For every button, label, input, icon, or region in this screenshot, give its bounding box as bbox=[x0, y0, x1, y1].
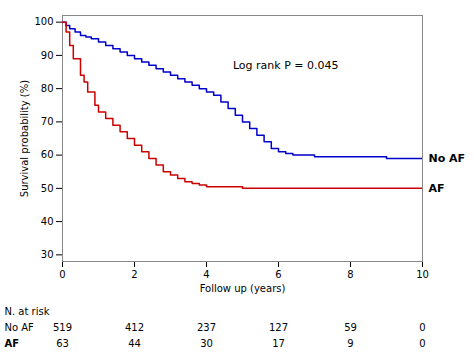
svg-text:0: 0 bbox=[419, 322, 425, 333]
svg-text:AF: AF bbox=[5, 338, 20, 349]
svg-text:90: 90 bbox=[41, 50, 54, 61]
svg-text:0: 0 bbox=[419, 338, 425, 349]
svg-text:59: 59 bbox=[344, 322, 357, 333]
svg-text:N. at risk: N. at risk bbox=[5, 306, 50, 317]
svg-text:Survival probability (%): Survival probability (%) bbox=[19, 80, 30, 197]
svg-text:Log rank P = 0.045: Log rank P = 0.045 bbox=[233, 59, 339, 72]
svg-text:6: 6 bbox=[275, 269, 281, 280]
svg-text:17: 17 bbox=[272, 338, 285, 349]
svg-text:No AF: No AF bbox=[5, 322, 35, 333]
svg-text:30: 30 bbox=[200, 338, 213, 349]
svg-text:44: 44 bbox=[128, 338, 141, 349]
svg-text:70: 70 bbox=[41, 116, 54, 127]
svg-text:412: 412 bbox=[125, 322, 144, 333]
svg-text:No AF: No AF bbox=[429, 152, 466, 165]
svg-text:60: 60 bbox=[41, 149, 54, 160]
svg-text:80: 80 bbox=[41, 83, 54, 94]
svg-text:100: 100 bbox=[34, 16, 53, 27]
svg-text:2: 2 bbox=[131, 269, 137, 280]
svg-text:40: 40 bbox=[41, 216, 54, 227]
svg-text:0: 0 bbox=[59, 269, 65, 280]
svg-text:9: 9 bbox=[347, 338, 353, 349]
svg-text:Follow up (years): Follow up (years) bbox=[200, 283, 286, 294]
svg-text:AF: AF bbox=[429, 182, 445, 195]
svg-text:30: 30 bbox=[41, 249, 54, 260]
svg-text:8: 8 bbox=[347, 269, 353, 280]
svg-text:127: 127 bbox=[269, 322, 288, 333]
svg-text:4: 4 bbox=[203, 269, 209, 280]
svg-text:10: 10 bbox=[416, 269, 429, 280]
svg-text:63: 63 bbox=[56, 338, 69, 349]
svg-text:50: 50 bbox=[41, 183, 54, 194]
svg-text:237: 237 bbox=[197, 322, 216, 333]
svg-text:519: 519 bbox=[53, 322, 72, 333]
